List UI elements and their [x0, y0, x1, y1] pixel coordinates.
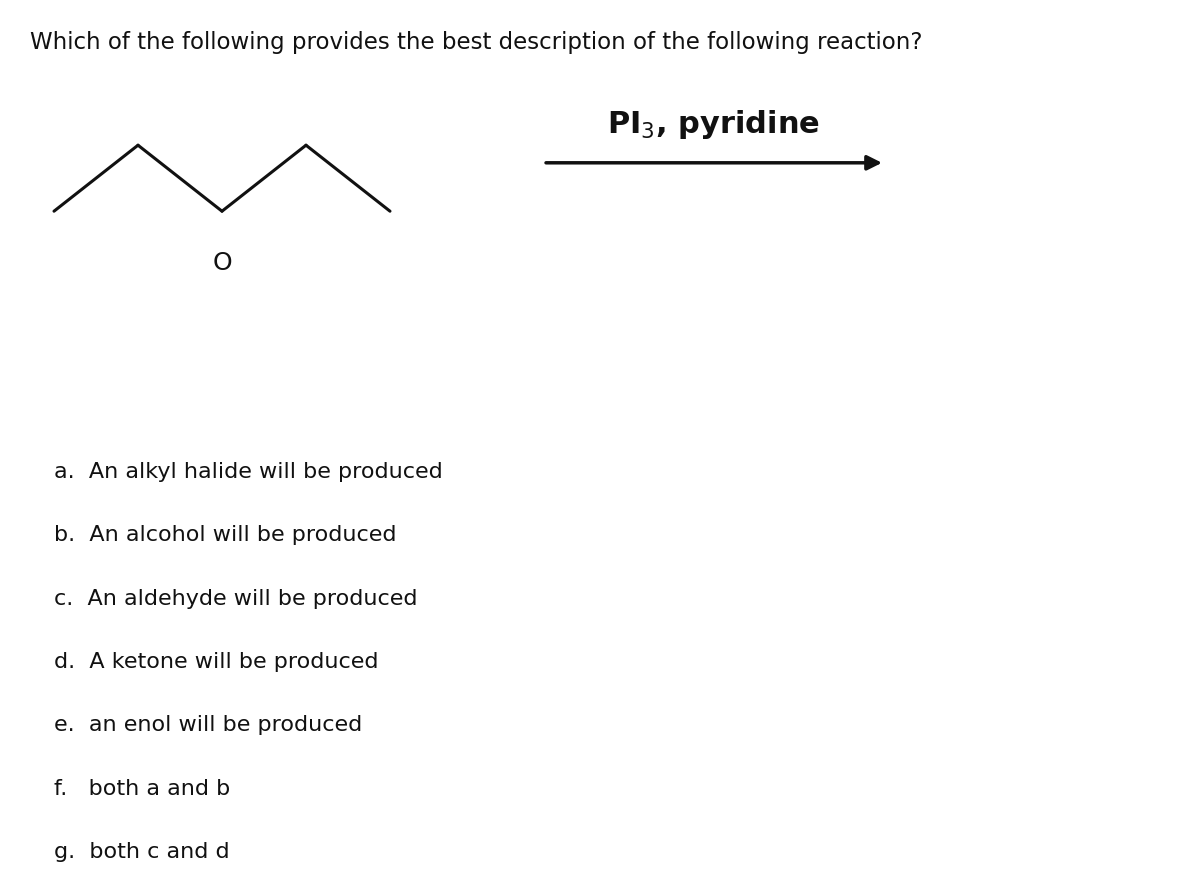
Text: Which of the following provides the best description of the following reaction?: Which of the following provides the best…	[30, 31, 923, 54]
Text: f.   both a and b: f. both a and b	[54, 779, 230, 799]
Text: b.  An alcohol will be produced: b. An alcohol will be produced	[54, 525, 396, 546]
Text: c.  An aldehyde will be produced: c. An aldehyde will be produced	[54, 589, 418, 609]
Text: PI$_3$, pyridine: PI$_3$, pyridine	[607, 107, 821, 141]
Text: a.  An alkyl halide will be produced: a. An alkyl halide will be produced	[54, 462, 443, 482]
Text: g.  both c and d: g. both c and d	[54, 842, 229, 862]
Text: e.  an enol will be produced: e. an enol will be produced	[54, 715, 362, 736]
Text: d.  A ketone will be produced: d. A ketone will be produced	[54, 652, 378, 672]
Text: O: O	[212, 251, 232, 275]
